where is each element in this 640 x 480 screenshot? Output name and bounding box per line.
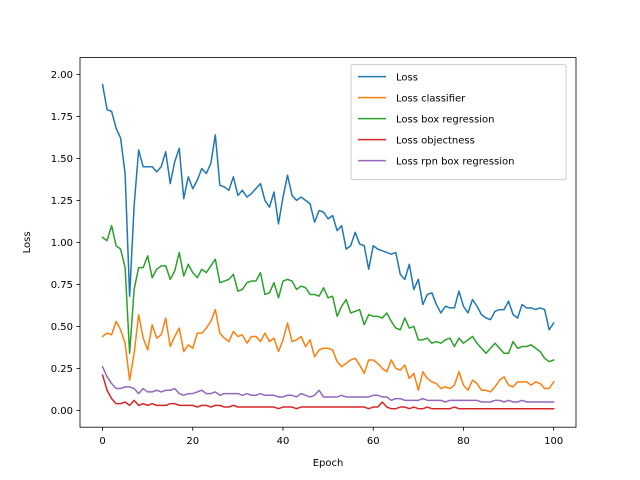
series-line-2 [101, 224, 555, 363]
legend-label-2: Loss box regression [396, 115, 494, 126]
x-tick-label: 100 [544, 436, 563, 447]
y-tick-label: 2.00 [51, 70, 73, 81]
legend-box [350, 64, 567, 181]
y-tick-label: 0.25 [51, 364, 73, 375]
x-axis: 0 20 40 60 80 100 [99, 427, 563, 447]
legend-label-1: Loss classifier [396, 94, 466, 105]
y-axis: 0.00 0.25 0.50 0.75 1.00 1.25 1.50 1.75 2.00 [51, 70, 80, 417]
legend-label-4: Loss rpn box regression [396, 157, 514, 168]
legend-label-3: Loss objectness [396, 136, 475, 147]
legend-label-0: Loss [396, 73, 418, 84]
x-tick-label: 40 [277, 436, 290, 447]
y-tick-label: 1.25 [51, 196, 73, 207]
y-tick-label: 1.00 [51, 238, 73, 249]
plot-lines [101, 83, 555, 410]
series-line-3 [101, 374, 555, 410]
x-tick-label: 80 [457, 436, 470, 447]
x-tick-label: 20 [186, 436, 199, 447]
series-line-4 [101, 365, 555, 403]
y-tick-label: 1.75 [51, 112, 73, 123]
series-line-1 [101, 308, 555, 393]
legend: Loss Loss classifier Loss box regression Lo… [350, 64, 567, 181]
x-tick-label: 60 [367, 436, 380, 447]
series-line-0 [101, 83, 555, 331]
y-tick-label: 0.50 [51, 322, 73, 333]
y-axis-label: Loss [22, 231, 33, 253]
y-tick-label: 1.50 [51, 154, 73, 165]
y-tick-label: 0.75 [51, 280, 73, 291]
y-tick-label: 0.00 [51, 406, 73, 417]
x-tick-label: 0 [99, 436, 105, 447]
x-axis-label: Epoch [313, 458, 344, 469]
